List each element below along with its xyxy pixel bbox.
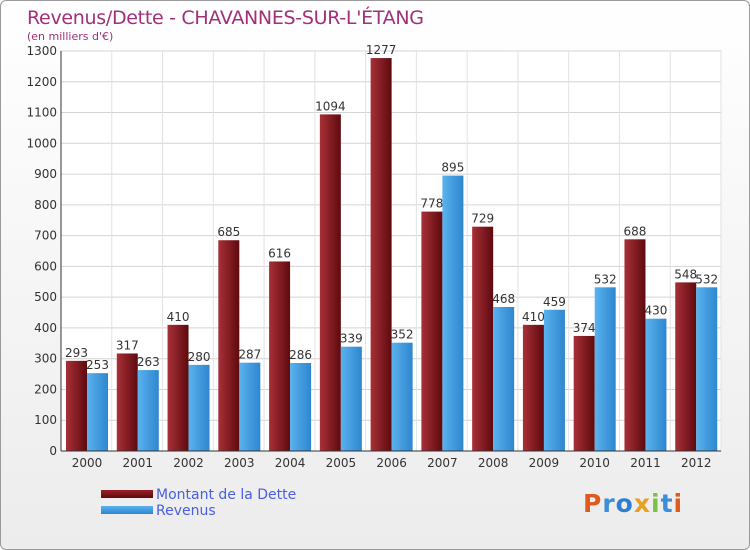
y-tick-label: 900 (34, 167, 57, 181)
logo-letter: i (673, 489, 684, 518)
data-label-revenue: 352 (391, 328, 414, 342)
bar-debt (675, 282, 697, 451)
proxiti-logo: Proxiti (583, 489, 683, 518)
logo-letter: o (615, 489, 634, 518)
data-label-debt: 1277 (366, 43, 397, 57)
bar-debt (269, 261, 291, 451)
y-tick-label: 400 (34, 321, 57, 335)
bar-debt (421, 211, 443, 451)
x-tick-label: 2001 (122, 456, 153, 470)
data-label-revenue: 339 (340, 332, 363, 346)
bar-revenue (137, 370, 159, 451)
x-tick-label: 2012 (681, 456, 712, 470)
data-label-debt: 778 (420, 197, 443, 211)
bar-debt (573, 335, 595, 451)
bar-revenue (442, 175, 464, 451)
logo-letter: x (633, 489, 651, 518)
x-tick-label: 2002 (173, 456, 204, 470)
x-tick-label: 2011 (630, 456, 661, 470)
legend-label-debt: Montant de la Dette (156, 487, 297, 503)
bar-debt (370, 58, 392, 451)
chart-title: Revenus/Dette - CHAVANNES-SUR-L'ÉTANG (27, 7, 424, 29)
data-label-debt: 688 (624, 224, 647, 238)
legend-swatch-debt (101, 490, 153, 498)
bar-revenue (594, 287, 616, 451)
data-label-revenue: 459 (543, 295, 566, 309)
y-tick-label: 0 (49, 444, 57, 458)
x-tick-label: 2007 (427, 456, 458, 470)
data-label-revenue: 280 (188, 350, 211, 364)
bar-revenue (391, 342, 413, 451)
data-label-debt: 548 (674, 267, 697, 281)
y-tick-label: 700 (34, 229, 57, 243)
data-label-debt: 616 (268, 246, 291, 260)
logo-letter: t (660, 489, 674, 518)
x-tick-label: 2004 (275, 456, 306, 470)
x-tick-label: 2003 (224, 456, 255, 470)
bar-debt (218, 240, 240, 451)
bar-revenue (239, 362, 261, 451)
data-label-revenue: 287 (238, 348, 261, 362)
bar-debt (319, 114, 341, 451)
bar-debt (167, 324, 189, 451)
y-tick-label: 1100 (26, 106, 57, 120)
y-tick-label: 1300 (26, 44, 57, 58)
y-tick-label: 200 (34, 382, 57, 396)
y-tick-label: 500 (34, 290, 57, 304)
legend-label-revenue: Revenus (156, 503, 216, 519)
bar-revenue (340, 346, 362, 451)
bar-debt (522, 324, 544, 451)
x-tick-label: 2005 (326, 456, 357, 470)
data-label-debt: 729 (471, 212, 494, 226)
data-label-revenue: 430 (645, 304, 668, 318)
data-label-revenue: 253 (86, 358, 109, 372)
bar-revenue (87, 373, 108, 451)
data-label-debt: 293 (65, 346, 88, 360)
data-label-revenue: 895 (441, 161, 464, 175)
data-label-debt: 685 (217, 225, 240, 239)
data-label-revenue: 263 (137, 355, 160, 369)
data-label-revenue: 286 (289, 348, 312, 362)
legend-swatch-revenue (101, 506, 153, 514)
y-tick-label: 100 (34, 413, 57, 427)
bar-revenue (188, 364, 210, 451)
bar-revenue (493, 307, 515, 451)
logo-letter: r (602, 489, 616, 518)
chart-subtitle: (en milliers d'€) (27, 30, 114, 43)
x-tick-label: 2009 (529, 456, 560, 470)
y-tick-label: 300 (34, 352, 57, 366)
logo-letter: i (651, 489, 661, 518)
y-tick-label: 1200 (26, 75, 57, 89)
data-label-debt: 374 (573, 321, 596, 335)
bar-debt (116, 353, 138, 451)
bar-revenue (696, 287, 718, 451)
data-label-debt: 317 (116, 338, 139, 352)
data-label-debt: 410 (167, 310, 190, 324)
x-tick-label: 2010 (579, 456, 610, 470)
bar-revenue (290, 363, 312, 451)
bar-revenue (543, 309, 565, 451)
data-label-revenue: 468 (492, 292, 515, 306)
x-tick-label: 2008 (478, 456, 509, 470)
data-label-revenue: 532 (594, 272, 617, 286)
logo-letter: P (583, 489, 603, 518)
bar-debt (472, 226, 494, 451)
data-label-debt: 1094 (315, 99, 346, 113)
bar-debt (624, 239, 646, 451)
x-tick-label: 2006 (376, 456, 407, 470)
y-tick-label: 1000 (26, 136, 57, 150)
data-label-debt: 410 (522, 310, 545, 324)
data-label-revenue: 532 (695, 272, 718, 286)
bar-revenue (645, 318, 667, 451)
y-tick-label: 600 (34, 259, 57, 273)
bar-debt (66, 360, 87, 451)
y-tick-label: 800 (34, 198, 57, 212)
x-tick-label: 2000 (72, 456, 103, 470)
